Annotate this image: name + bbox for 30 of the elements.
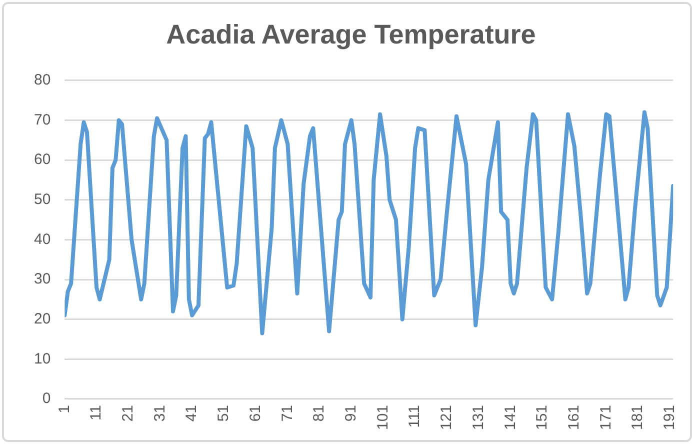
x-tick-label: 151 xyxy=(534,404,551,430)
x-tick-label: 51 xyxy=(215,404,232,422)
x-tick-label: 61 xyxy=(246,404,264,422)
chart-title: Acadia Average Temperature xyxy=(166,20,536,50)
y-tick-label: 10 xyxy=(34,350,51,368)
x-tick-label: 101 xyxy=(374,404,392,430)
y-tick-label: 80 xyxy=(34,72,51,89)
x-tick-label: 91 xyxy=(342,404,360,422)
x-tick-label: 31 xyxy=(151,404,168,422)
x-tick-label: 21 xyxy=(120,404,137,422)
x-tick-label: 161 xyxy=(566,404,583,430)
y-tick-label: 60 xyxy=(34,151,51,168)
x-tick-label: 131 xyxy=(470,404,487,430)
x-tick-label: 81 xyxy=(310,404,328,422)
y-tick-label: 40 xyxy=(34,230,51,248)
x-tick-label: 11 xyxy=(88,404,105,421)
x-tick-label: 41 xyxy=(183,404,200,422)
y-tick-label: 20 xyxy=(34,310,51,328)
x-tick-label: 171 xyxy=(597,404,614,430)
x-tick-label: 121 xyxy=(438,404,456,430)
y-tick-label: 50 xyxy=(34,191,51,208)
y-tick-label: 30 xyxy=(34,270,51,288)
y-tick-label: 70 xyxy=(34,111,51,128)
x-tick-label: 191 xyxy=(661,404,678,430)
x-tick-label: 111 xyxy=(406,404,424,428)
x-tick-label: 71 xyxy=(278,404,296,422)
x-tick-label: 141 xyxy=(502,404,519,430)
x-tick-label: 1 xyxy=(56,404,73,414)
y-tick-label: 0 xyxy=(42,390,51,408)
x-tick-label: 181 xyxy=(629,404,646,430)
